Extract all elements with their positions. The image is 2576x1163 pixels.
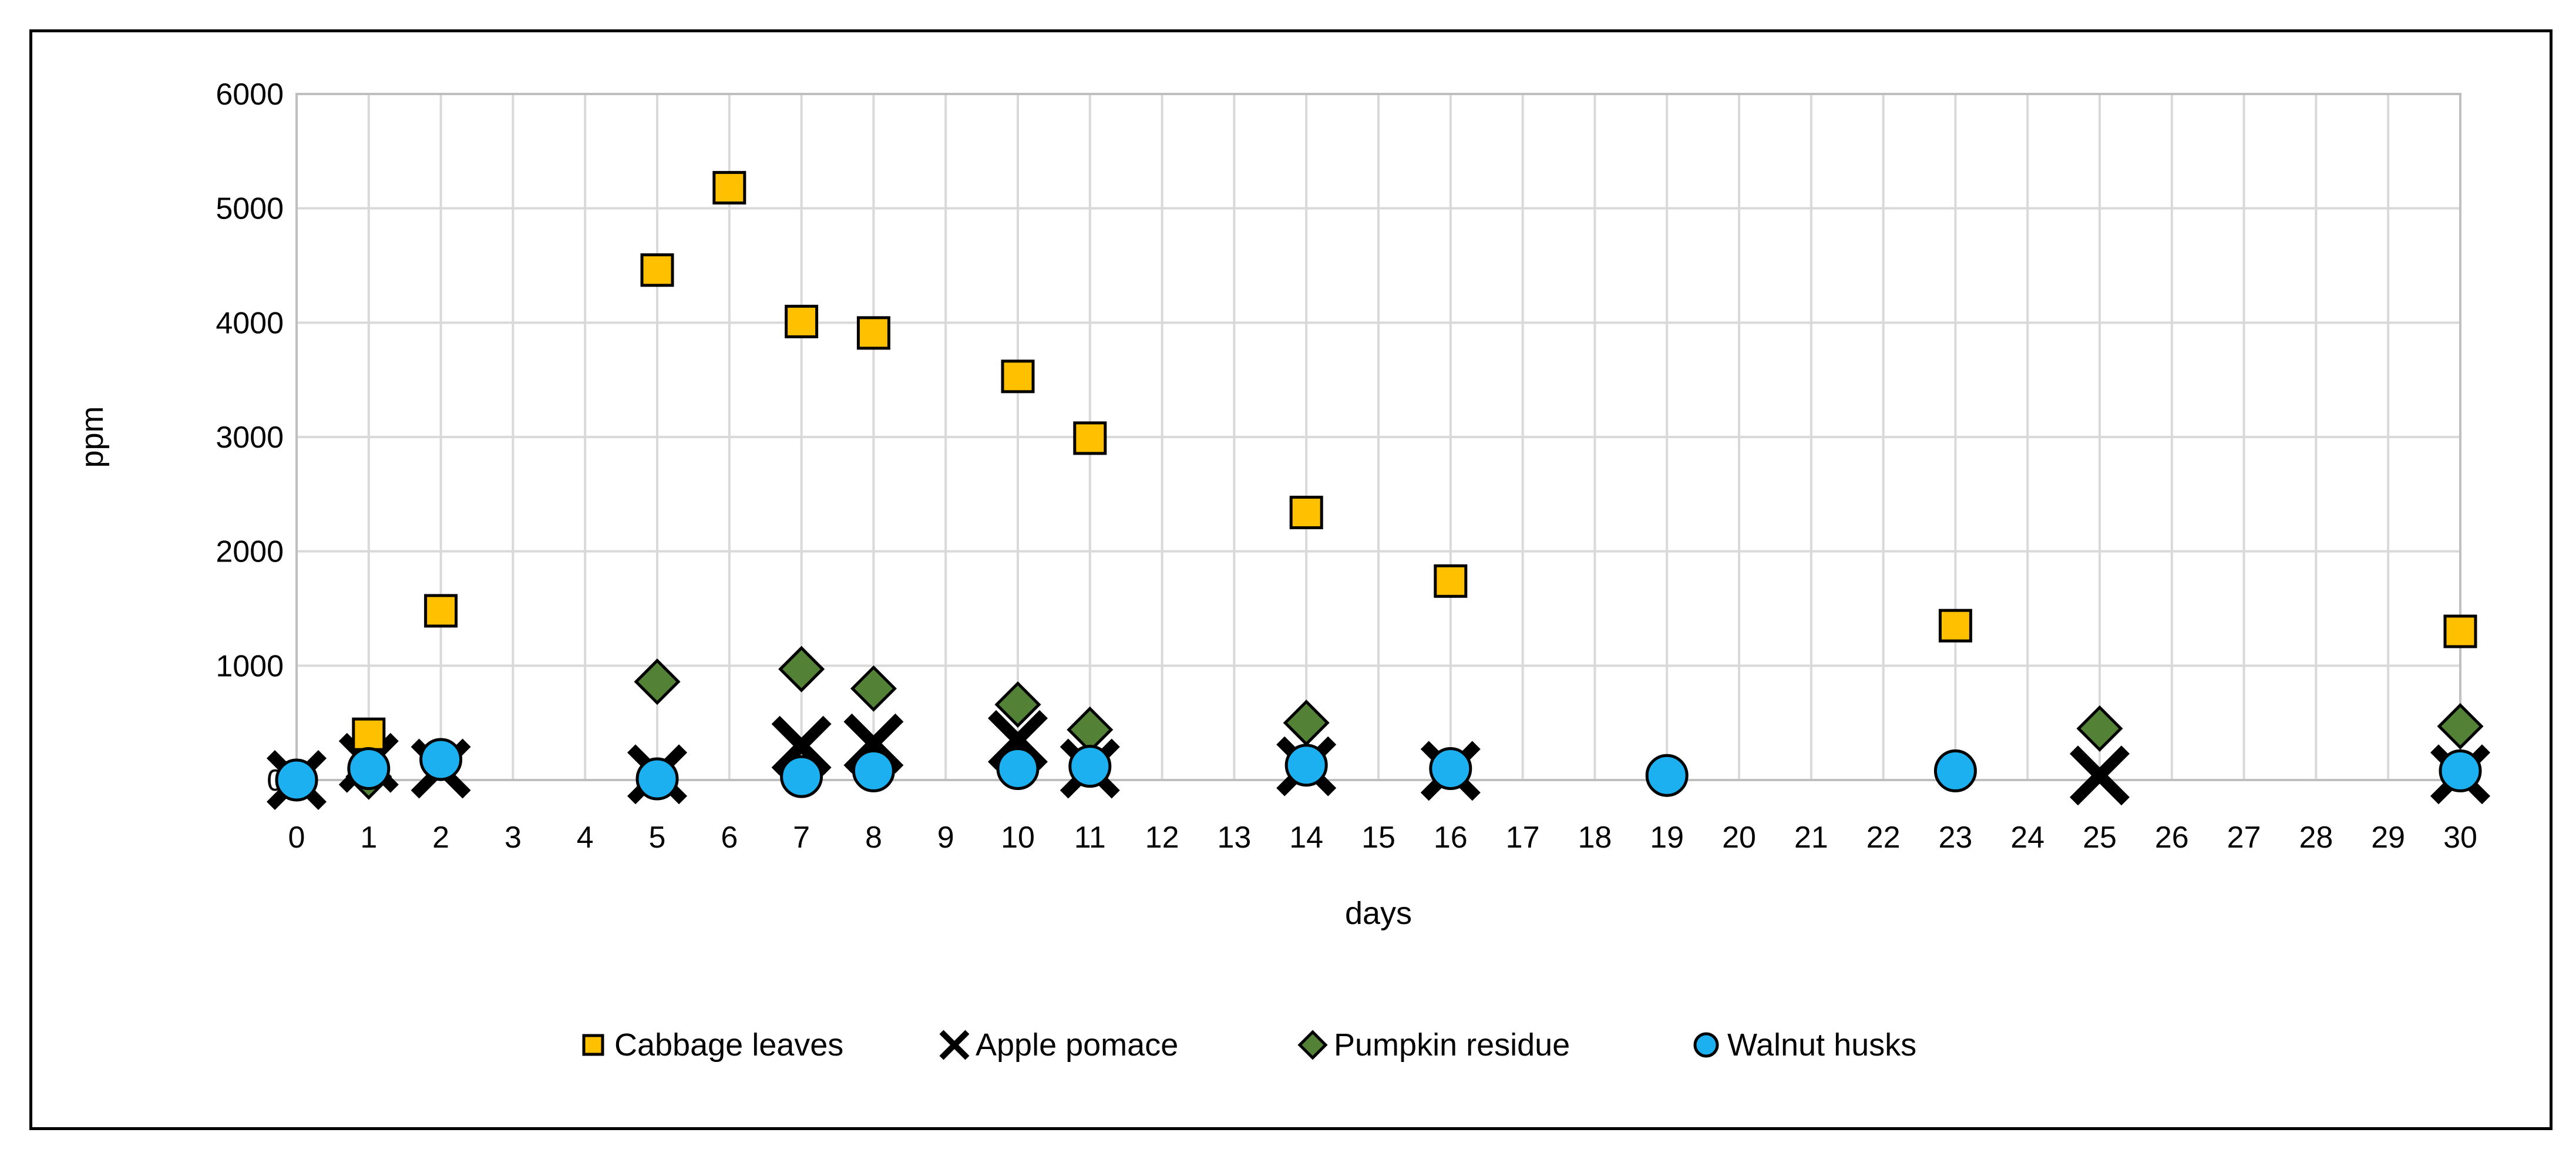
marker-pumpkin-residue [778, 646, 825, 693]
marker-pumpkin-residue [1067, 706, 1114, 753]
marker-walnut-husks [275, 758, 318, 802]
x-tick-label: 11 [1074, 821, 1106, 855]
y-axis-label: ppm [75, 406, 110, 468]
legend-marker-walnut-husks [1693, 1032, 1719, 1058]
x-tick-label: 29 [2371, 821, 2405, 855]
marker-apple-pomace [2069, 745, 2130, 806]
marker-pumpkin-residue [2437, 702, 2484, 750]
x-tick-label: 28 [2299, 821, 2333, 855]
x-axis-label: days [1345, 896, 1412, 931]
y-axis-ticks: 0100020003000400050006000 [216, 78, 284, 798]
legend-label-walnut-husks: Walnut husks [1727, 1027, 1916, 1063]
x-tick-label: 23 [1938, 821, 1972, 855]
x-tick-label: 25 [2083, 821, 2117, 855]
marker-walnut-husks [996, 747, 1040, 791]
chart-frame: 0100020003000400050006000 01234567891011… [29, 29, 2553, 1130]
x-tick-label: 16 [1434, 821, 1468, 855]
marker-pumpkin-residue [2076, 705, 2123, 752]
legend-item-pumpkin-residue: Pumpkin residue [1297, 1027, 1570, 1063]
x-tick-label: 10 [1001, 821, 1035, 855]
x-tick-label: 14 [1289, 821, 1323, 855]
marker-walnut-husks [635, 757, 679, 801]
marker-cabbage-leaves [1073, 421, 1107, 455]
y-tick-label: 1000 [216, 649, 284, 683]
y-tick-label: 2000 [216, 535, 284, 569]
y-tick-label: 6000 [216, 78, 284, 112]
x-tick-label: 15 [1361, 821, 1395, 855]
marker-walnut-husks [1284, 744, 1328, 787]
y-tick-label: 4000 [216, 306, 284, 340]
marker-cabbage-leaves [785, 304, 819, 338]
marker-cabbage-leaves [1434, 564, 1468, 598]
legend-item-apple-pomace: Apple pomace [939, 1027, 1178, 1063]
x-tick-label: 18 [1578, 821, 1612, 855]
marker-cabbage-leaves [1938, 609, 1972, 643]
legend-label-pumpkin-residue: Pumpkin residue [1334, 1027, 1570, 1063]
data-markers [266, 171, 2491, 811]
series-walnut-husks [275, 738, 2482, 802]
x-tick-label: 5 [649, 821, 666, 855]
x-tick-label: 22 [1867, 821, 1901, 855]
scatter-chart: 0100020003000400050006000 01234567891011… [75, 78, 2491, 1063]
marker-pumpkin-residue [994, 681, 1041, 728]
marker-walnut-husks [1645, 754, 1689, 797]
grid-lines [295, 93, 2461, 781]
marker-cabbage-leaves [640, 253, 674, 287]
marker-walnut-husks [1429, 747, 1472, 791]
x-tick-label: 4 [577, 821, 594, 855]
x-tick-label: 17 [1506, 821, 1540, 855]
x-tick-label: 26 [2155, 821, 2189, 855]
x-tick-label: 6 [721, 821, 738, 855]
x-tick-label: 9 [937, 821, 954, 855]
x-axis-ticks: 0 1 2 3 4 5 6 7 8 9 10 11 12 13 14 15 16 17 18 19 20 21 22 23 24… [288, 821, 2477, 855]
legend-label-cabbage-leaves: Cabbage leaves [614, 1027, 843, 1063]
marker-walnut-husks [1933, 749, 1977, 792]
plot-area-border [295, 93, 2461, 781]
y-tick-label: 5000 [216, 192, 284, 226]
y-tick-label: 3000 [216, 421, 284, 455]
x-tick-label: 0 [288, 821, 305, 855]
x-tick-label: 2 [432, 821, 449, 855]
marker-pumpkin-residue [850, 665, 897, 712]
marker-cabbage-leaves [856, 316, 890, 350]
legend: Cabbage leaves Apple pomace Pumpkin residu… [582, 1027, 1916, 1063]
x-tick-label: 30 [2443, 821, 2477, 855]
legend-marker-apple-pomace [939, 1030, 970, 1060]
x-tick-label: 1 [360, 821, 377, 855]
marker-walnut-husks [780, 755, 823, 798]
legend-marker-cabbage-leaves [582, 1034, 604, 1056]
marker-cabbage-leaves [424, 594, 458, 628]
marker-cabbage-leaves [1001, 359, 1035, 394]
x-tick-label: 21 [1794, 821, 1828, 855]
series-cabbage-leaves [352, 171, 2477, 751]
x-tick-label: 27 [2227, 821, 2261, 855]
legend-marker-pumpkin-residue [1297, 1030, 1328, 1060]
marker-cabbage-leaves [712, 171, 746, 205]
x-tick-label: 24 [2010, 821, 2044, 855]
legend-item-cabbage-leaves: Cabbage leaves [582, 1027, 843, 1063]
x-tick-label: 7 [793, 821, 810, 855]
marker-cabbage-leaves [2443, 614, 2477, 648]
marker-pumpkin-residue [634, 658, 681, 705]
legend-item-walnut-husks: Walnut husks [1693, 1027, 1916, 1063]
marker-cabbage-leaves [1289, 495, 1323, 529]
marker-apple-pomace [771, 715, 832, 776]
x-tick-label: 3 [505, 821, 522, 855]
x-tick-label: 8 [865, 821, 882, 855]
legend-label-apple-pomace: Apple pomace [976, 1027, 1178, 1063]
marker-pumpkin-residue [1283, 700, 1330, 747]
x-tick-label: 19 [1650, 821, 1684, 855]
marker-walnut-husks [2439, 749, 2482, 792]
x-tick-label: 13 [1217, 821, 1251, 855]
x-tick-label: 12 [1145, 821, 1179, 855]
marker-walnut-husks [347, 747, 391, 791]
x-tick-label: 20 [1722, 821, 1756, 855]
marker-walnut-husks [419, 738, 463, 781]
marker-cabbage-leaves [352, 717, 386, 751]
marker-walnut-husks [1068, 745, 1112, 788]
marker-walnut-husks [852, 749, 895, 792]
